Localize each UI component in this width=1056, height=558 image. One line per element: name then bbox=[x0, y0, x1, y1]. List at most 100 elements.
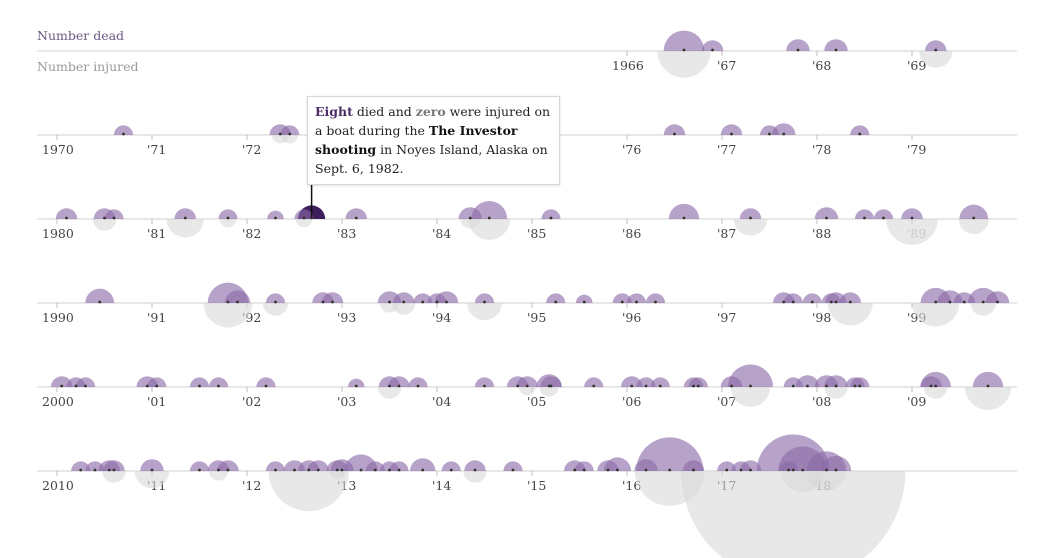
injured-bubble[interactable] bbox=[806, 471, 847, 491]
dead-bubble[interactable] bbox=[307, 460, 329, 471]
injured-bubble[interactable] bbox=[912, 303, 960, 327]
dead-bubble[interactable] bbox=[189, 377, 210, 387]
dead-bubble[interactable] bbox=[267, 210, 284, 219]
injured-bubble[interactable] bbox=[970, 303, 996, 316]
dead-bubble[interactable] bbox=[786, 39, 810, 51]
dead-bubble[interactable] bbox=[189, 461, 210, 471]
dead-bubble[interactable] bbox=[720, 376, 743, 387]
dead-bubble[interactable] bbox=[218, 209, 238, 219]
dead-bubble[interactable] bbox=[634, 459, 658, 471]
dead-bubble[interactable] bbox=[953, 292, 975, 303]
dead-bubble[interactable] bbox=[365, 461, 385, 471]
dead-bubble[interactable] bbox=[516, 376, 538, 387]
dead-bubble[interactable] bbox=[458, 207, 483, 219]
dead-bubble[interactable] bbox=[347, 378, 365, 387]
dead-bubble[interactable] bbox=[103, 460, 125, 471]
dead-bubble[interactable] bbox=[474, 377, 495, 387]
dead-bubble[interactable] bbox=[294, 209, 314, 219]
dead-bubble[interactable] bbox=[824, 39, 848, 51]
injured-bubble[interactable] bbox=[657, 51, 711, 78]
injured-bubble[interactable] bbox=[886, 219, 938, 245]
injured-bubble[interactable] bbox=[958, 219, 989, 235]
dead-bubble[interactable] bbox=[71, 461, 91, 471]
injured-bubble[interactable] bbox=[295, 219, 313, 228]
dead-bubble[interactable] bbox=[55, 208, 78, 219]
dead-bubble[interactable] bbox=[663, 124, 686, 135]
injured-bubble[interactable] bbox=[262, 303, 289, 316]
dead-bubble[interactable] bbox=[645, 293, 666, 303]
dead-bubble[interactable] bbox=[873, 209, 894, 219]
injured-bubble[interactable] bbox=[281, 135, 299, 144]
dead-bubble[interactable] bbox=[113, 125, 134, 135]
dead-bubble[interactable] bbox=[427, 293, 447, 303]
injured-bubble[interactable] bbox=[379, 303, 400, 313]
injured-bubble[interactable] bbox=[923, 387, 948, 399]
dead-bubble[interactable] bbox=[682, 460, 705, 471]
injured-bubble[interactable] bbox=[919, 51, 953, 68]
dead-bubble[interactable] bbox=[850, 377, 870, 387]
injured-bubble[interactable] bbox=[824, 387, 848, 399]
dead-bubble[interactable] bbox=[636, 377, 656, 387]
injured-bubble[interactable] bbox=[328, 471, 346, 480]
injured-bubble[interactable] bbox=[134, 471, 170, 489]
injured-bubble[interactable] bbox=[539, 387, 559, 397]
dead-bubble[interactable] bbox=[701, 40, 724, 51]
dead-bubble[interactable] bbox=[783, 377, 803, 387]
injured-bubble[interactable] bbox=[460, 219, 480, 229]
dead-bubble[interactable] bbox=[326, 460, 348, 471]
dead-bubble[interactable] bbox=[612, 293, 632, 303]
dead-bubble[interactable] bbox=[540, 376, 562, 387]
dead-bubble[interactable] bbox=[256, 377, 276, 387]
dead-bubble[interactable] bbox=[393, 292, 415, 303]
dead-bubble[interactable] bbox=[821, 293, 841, 303]
dead-bubble[interactable] bbox=[464, 460, 486, 471]
dead-bubble[interactable] bbox=[824, 375, 848, 387]
dead-bubble[interactable] bbox=[503, 461, 523, 471]
injured-bubble[interactable] bbox=[208, 471, 229, 481]
dead-bubble[interactable] bbox=[597, 460, 619, 471]
dead-bubble[interactable] bbox=[85, 288, 115, 303]
dead-bubble[interactable] bbox=[280, 125, 300, 135]
dead-bubble[interactable] bbox=[575, 294, 593, 303]
dead-bubble[interactable] bbox=[321, 292, 344, 303]
dead-bubble[interactable] bbox=[474, 293, 495, 303]
dead-bubble[interactable] bbox=[265, 293, 286, 303]
dead-bubble[interactable] bbox=[783, 293, 803, 303]
dead-bubble[interactable] bbox=[410, 458, 436, 471]
dead-bubble[interactable] bbox=[546, 293, 566, 303]
injured-bubble[interactable] bbox=[92, 219, 117, 231]
dead-bubble[interactable] bbox=[663, 30, 705, 51]
injured-bubble[interactable] bbox=[102, 471, 126, 483]
injured-bubble[interactable] bbox=[518, 387, 536, 396]
dead-bubble[interactable] bbox=[839, 292, 861, 303]
injured-bubble[interactable] bbox=[964, 387, 1012, 411]
dead-bubble[interactable] bbox=[224, 290, 251, 303]
dead-bubble[interactable] bbox=[626, 293, 647, 303]
dead-bubble[interactable] bbox=[720, 124, 743, 135]
dead-bubble[interactable] bbox=[850, 125, 870, 135]
injured-bubble[interactable] bbox=[468, 219, 511, 240]
dead-bubble[interactable] bbox=[541, 209, 561, 219]
injured-bubble[interactable] bbox=[463, 471, 487, 483]
dead-bubble[interactable] bbox=[959, 204, 989, 219]
dead-bubble[interactable] bbox=[147, 377, 167, 387]
dead-bubble[interactable] bbox=[217, 460, 239, 471]
injured-bubble[interactable] bbox=[733, 219, 768, 236]
dead-bubble[interactable] bbox=[854, 209, 875, 219]
dead-bubble[interactable] bbox=[731, 461, 751, 471]
injured-bubble[interactable] bbox=[268, 471, 349, 512]
dead-bubble[interactable] bbox=[668, 203, 700, 219]
dead-bubble[interactable] bbox=[650, 377, 670, 387]
dead-bubble[interactable] bbox=[972, 371, 1004, 387]
dead-bubble[interactable] bbox=[265, 461, 286, 471]
injured-bubble[interactable] bbox=[730, 387, 771, 407]
dead-bubble[interactable] bbox=[574, 461, 594, 471]
injured-bubble[interactable] bbox=[827, 303, 873, 326]
dead-bubble[interactable] bbox=[925, 40, 947, 51]
dead-bubble[interactable] bbox=[814, 207, 839, 219]
dead-bubble[interactable] bbox=[759, 125, 780, 135]
injured-bubble[interactable] bbox=[166, 219, 204, 238]
dead-bubble[interactable] bbox=[920, 376, 942, 387]
dead-bubble[interactable] bbox=[174, 208, 196, 219]
injured-bubble[interactable] bbox=[467, 303, 502, 321]
